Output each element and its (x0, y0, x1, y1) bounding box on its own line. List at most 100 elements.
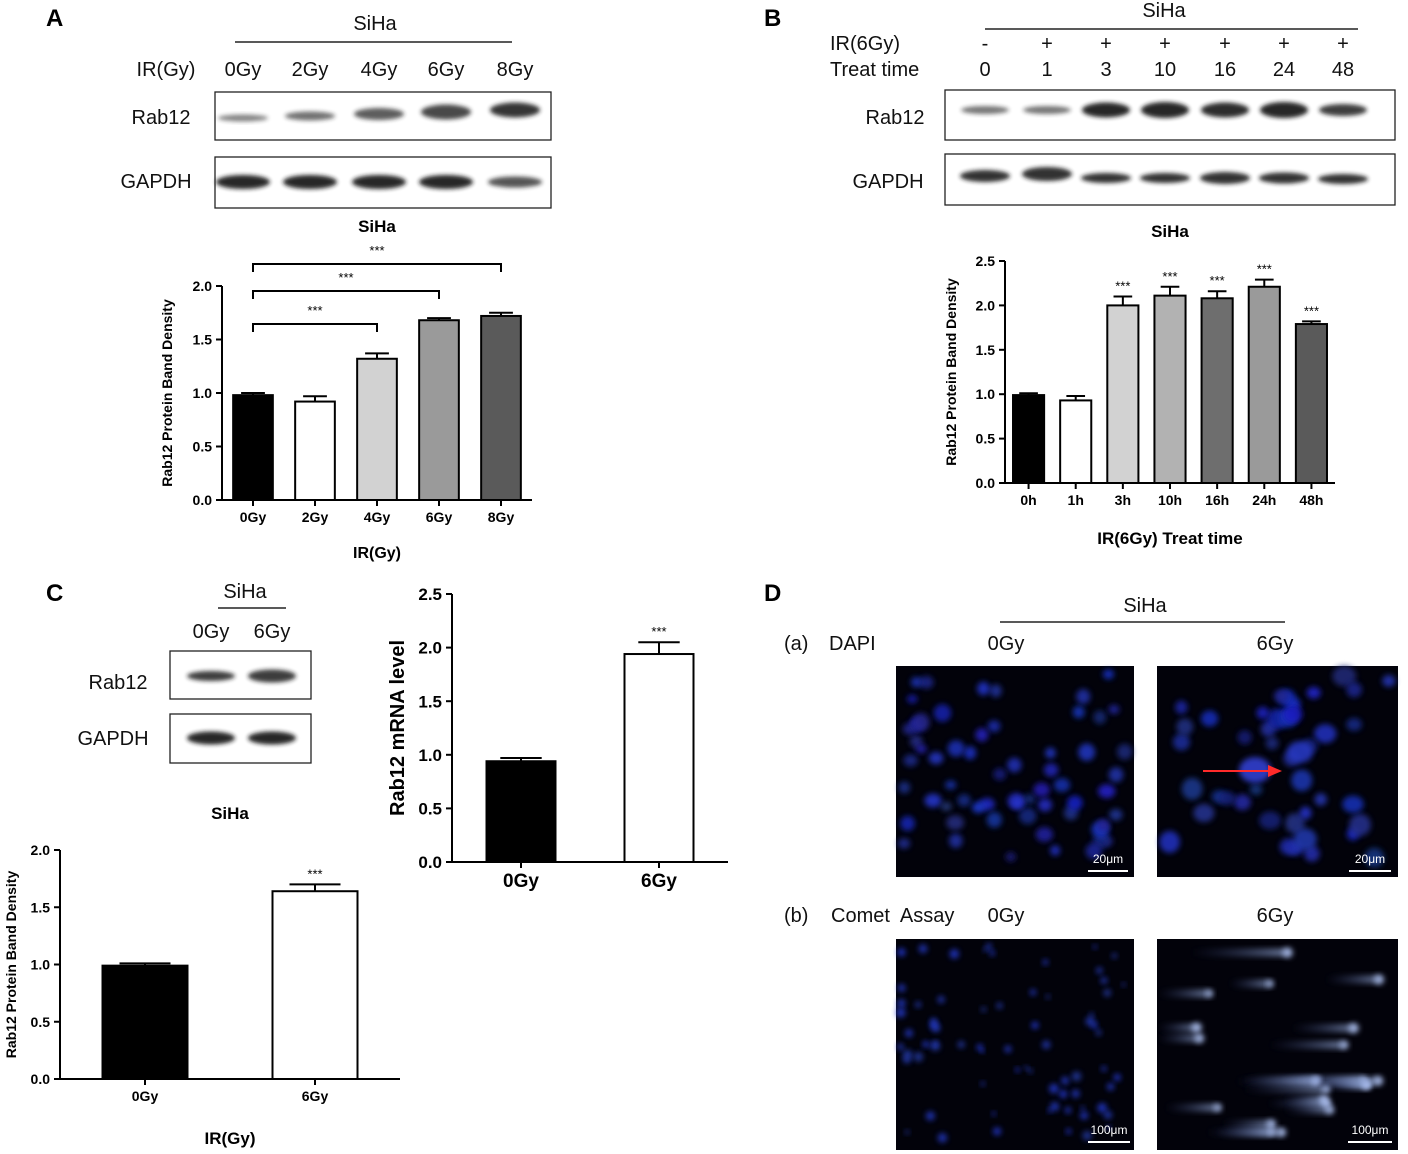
bar (1106, 304, 1140, 484)
comet-spot (976, 1044, 984, 1051)
panel-b-time-label: 48 (1332, 59, 1354, 81)
comet-spot (1082, 1130, 1092, 1141)
x-tick-label: 6Gy (302, 1088, 329, 1104)
comet-spot (929, 1020, 939, 1030)
x-tick-label: 8Gy (488, 509, 515, 525)
nucleus (1193, 803, 1215, 823)
comet-spot (937, 995, 945, 1004)
panel-b-lane-labels: - + + + + + +0 1 3 10 16 24 48 (979, 33, 1354, 81)
blot-band (187, 671, 235, 681)
significance-label: *** (307, 303, 322, 318)
chart-title: SiHa (1151, 222, 1189, 241)
scale-label-dapi-0gy: 20μm (1093, 852, 1123, 866)
panel-a-blot-label-gapdh: GAPDH (120, 171, 191, 193)
comet-head (1277, 1128, 1287, 1137)
blot-band (1201, 102, 1249, 118)
blot-band (1082, 102, 1130, 118)
comet-tail (1284, 1105, 1331, 1114)
nucleus (1332, 665, 1357, 687)
comet-spot (1113, 1073, 1121, 1082)
scale-label-comet-6gy: 100μm (1352, 1123, 1389, 1137)
comet-head (1322, 1098, 1332, 1108)
blot-band (218, 114, 268, 122)
bar (480, 314, 522, 501)
blot-band (1318, 174, 1368, 184)
comet-head (1267, 1119, 1277, 1129)
comet-tail (1243, 1085, 1327, 1094)
panel-a-blot-label-rab12: Rab12 (132, 107, 191, 129)
comet-tail (1222, 1120, 1272, 1129)
chart-title: SiHa (211, 804, 249, 823)
x-tick-label: 1h (1068, 492, 1084, 508)
nucleus (1018, 807, 1037, 825)
comet-spot (918, 944, 928, 953)
nucleus (1023, 793, 1036, 805)
nucleus (1116, 743, 1133, 760)
panel-c-blot-label-rab12: Rab12 (89, 672, 148, 694)
comet-0gy-spots (895, 943, 1126, 1143)
nucleus (1259, 811, 1282, 830)
nucleus (1066, 795, 1083, 811)
bar (1200, 297, 1234, 484)
comet-spot (897, 984, 906, 992)
panel-b-time-label: 16 (1214, 59, 1236, 81)
comet-spot (937, 1133, 948, 1143)
panel-b-ir-sign: - (982, 33, 989, 55)
panel-c-lane-label: 6Gy (254, 621, 291, 643)
comet-spot (1064, 1107, 1072, 1114)
comet-head (1374, 974, 1385, 985)
significance-label: *** (1162, 269, 1177, 284)
nucleus (986, 811, 1002, 828)
comet-spot (915, 1001, 922, 1008)
nucleus (963, 746, 977, 760)
scale-label-comet-0gy: 100μm (1091, 1123, 1128, 1137)
comet-tail (1229, 979, 1271, 988)
significance-bracket (252, 263, 502, 272)
comet-tail (1215, 1128, 1273, 1137)
nucleus (1007, 757, 1022, 773)
nucleus (1181, 777, 1203, 800)
comet-head (1206, 989, 1214, 998)
nucleus (928, 751, 944, 765)
nucleus (977, 681, 990, 696)
panel-a-gapdh-bands (216, 175, 542, 189)
blot-band (421, 104, 471, 120)
blot-band (1140, 173, 1190, 183)
x-tick-label: 6Gy (426, 509, 453, 525)
nucleus (1072, 705, 1085, 719)
comet-spot (1106, 1125, 1111, 1130)
comet-head (1349, 1023, 1359, 1033)
comet-spot (991, 1111, 996, 1116)
red-arrow-icon (1268, 765, 1282, 777)
comet-spot (1103, 989, 1112, 997)
comet-spot (1080, 1111, 1089, 1120)
y-tick-label: 0.5 (31, 1014, 51, 1030)
nucleus (1109, 808, 1123, 821)
nucleus (1102, 669, 1114, 680)
nucleus (910, 676, 922, 688)
panel-d-col-label-0gy: 0Gy (988, 633, 1025, 655)
nucleus (1093, 710, 1107, 725)
comet-spot (1121, 982, 1126, 987)
blot-band (1259, 172, 1309, 184)
y-tick-label: 0.0 (976, 475, 996, 491)
y-axis-label: Rab12 Protein Band Density (943, 278, 959, 466)
x-axis-label: IR(Gy) (205, 1129, 256, 1148)
nucleus (948, 833, 963, 849)
y-tick-label: 0.0 (193, 492, 213, 508)
nucleus (940, 801, 952, 812)
comet-head (1192, 1022, 1202, 1033)
significance-label: *** (1115, 279, 1130, 294)
significance-label: *** (307, 866, 322, 881)
panel-d-row-a-label: DAPI (829, 633, 876, 655)
nucleus (1282, 704, 1303, 724)
nucleus (957, 794, 971, 807)
panel-a-letter: A (46, 5, 63, 32)
dapi-6gy-nuclei (1159, 665, 1396, 868)
nucleus (1043, 763, 1059, 777)
comet-spot (989, 950, 995, 956)
nucleus (944, 780, 957, 790)
damaged-nucleus (1287, 741, 1313, 763)
blot-band (488, 176, 542, 188)
comet-head (1195, 1033, 1205, 1043)
